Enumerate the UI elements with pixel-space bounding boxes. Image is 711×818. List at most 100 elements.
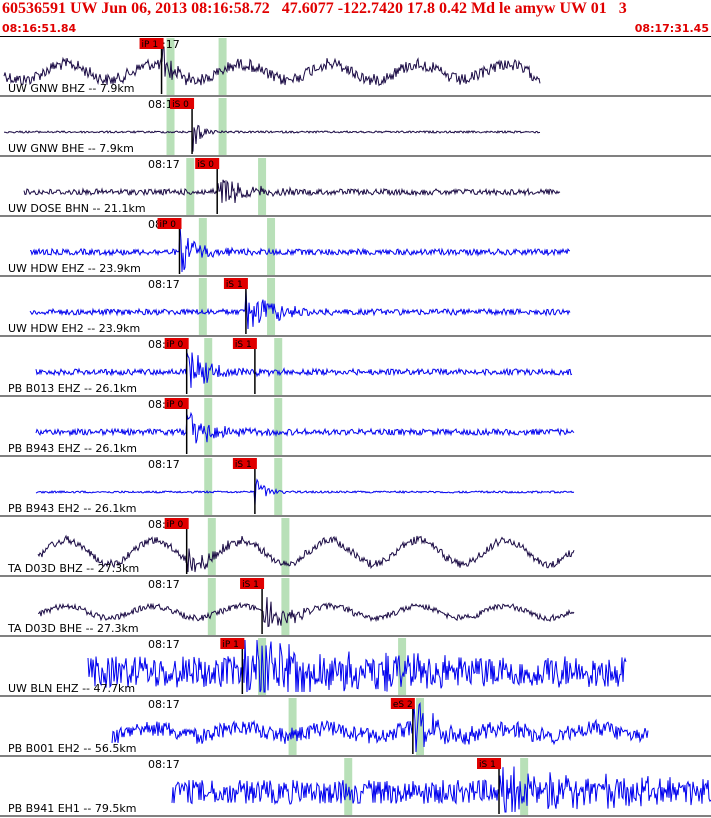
waveform: [23, 179, 561, 204]
station-label: PB B943 EH2 -- 26.1km: [8, 502, 136, 515]
travel-time-window: [274, 458, 283, 515]
travel-time-window: [416, 698, 425, 755]
trace-panel: 08:17 iS 0 UW DOSE BHN -- 21.1km: [0, 158, 711, 217]
trace-panel: 08:17 iS 1 PB B943 EH2 -- 26.1km: [0, 458, 711, 517]
pick-flag: [139, 38, 164, 49]
end-time: 08:17:31.45: [634, 22, 709, 35]
travel-time-window: [274, 398, 283, 455]
trace-panel: 08:17 iS 1 TA D03D BHE -- 27.3km: [0, 578, 711, 637]
pick-label: iS 1: [235, 340, 252, 350]
event-title: 60536591 UW Jun 06, 2013 08:16:58.72 47.…: [2, 0, 627, 17]
trace-panel: 08:17 iS 1 PB B941 EH1 -- 79.5km: [0, 758, 711, 817]
seismogram-plot: 08:17 iP 1 UW GNW BHZ -- 7.9km 08:17 iS 0 UW …: [0, 38, 711, 817]
station-label: PB B001 EH2 -- 56.5km: [8, 742, 136, 755]
pick-flag: [223, 278, 248, 289]
travel-time-window: [258, 158, 267, 215]
time-tick-label: 08:17: [148, 638, 180, 651]
station-label: UW DOSE BHN -- 21.1km: [8, 202, 146, 215]
travel-time-window: [186, 158, 195, 215]
station-label: PB B941 EH1 -- 79.5km: [8, 802, 136, 815]
time-tick-label: 08:17: [148, 578, 180, 591]
travel-time-window: [288, 698, 297, 755]
station-label: TA D03D BHZ -- 27.3km: [7, 562, 139, 575]
pick-label: iS 0: [172, 100, 189, 110]
station-label: UW GNW BHE -- 7.9km: [8, 142, 134, 155]
pick-flag: [232, 458, 257, 469]
waveform: [37, 597, 575, 628]
pick-label: iP 0: [167, 400, 184, 410]
waveform: [111, 702, 649, 753]
travel-time-window: [218, 98, 227, 155]
station-label: UW HDW EH2 -- 23.9km: [8, 322, 140, 335]
waveform: [35, 478, 575, 506]
pick-label: iS 1: [242, 580, 259, 590]
travel-time-window: [204, 338, 213, 395]
pick-flag: [164, 518, 189, 529]
travel-time-window: [207, 518, 216, 575]
waveform: [37, 534, 575, 573]
waveform: [3, 44, 541, 87]
waveform: [171, 766, 711, 813]
travel-time-window: [281, 518, 290, 575]
time-tick-label: 08:17: [148, 278, 180, 291]
travel-time-window: [267, 218, 276, 275]
station-label: PB B943 EHZ -- 26.1km: [8, 442, 137, 455]
travel-time-window: [281, 578, 290, 635]
pick-label: iP 1: [142, 40, 159, 50]
travel-time-window: [258, 638, 267, 695]
travel-time-window: [344, 758, 353, 815]
travel-time-window: [218, 38, 227, 95]
pick-flag: [164, 338, 189, 349]
travel-time-window: [274, 338, 283, 395]
header-divider: [0, 36, 711, 37]
travel-time-window: [204, 458, 213, 515]
pick-label: iS 1: [235, 460, 252, 470]
pick-label: iP 0: [167, 520, 184, 530]
pick-label: iP 0: [167, 340, 184, 350]
travel-time-window: [398, 638, 407, 695]
pick-flag: [170, 98, 195, 109]
travel-time-window: [198, 278, 207, 335]
pick-flag: [232, 338, 257, 349]
pick-label: iS 1: [226, 280, 243, 290]
travel-time-window: [207, 578, 216, 635]
pick-flag: [220, 638, 245, 649]
pick-flag: [477, 758, 502, 769]
pick-flag: [390, 698, 415, 709]
trace-panel: 08:17 eS 2 PB B001 EH2 -- 56.5km: [0, 698, 711, 757]
pick-label: iS 1: [479, 760, 496, 770]
station-label: UW GNW BHZ -- 7.9km: [8, 82, 134, 95]
station-label: UW BLN EHZ -- 47.7km: [8, 682, 135, 695]
travel-time-window: [520, 758, 529, 815]
time-tick-label: 08:17: [148, 758, 180, 771]
time-tick-label: 08:17: [148, 698, 180, 711]
waveform: [87, 639, 627, 693]
waveform: [29, 290, 571, 330]
pick-label: iS 0: [197, 160, 214, 170]
waveform: [3, 124, 541, 152]
trace-panel: 08:17 iP 1 UW BLN EHZ -- 47.7km: [0, 638, 711, 697]
travel-time-window: [166, 98, 175, 155]
pick-flag: [164, 398, 189, 409]
pick-label: iP 1: [222, 640, 239, 650]
waveform: [29, 225, 571, 273]
pick-label: eS 2: [393, 700, 413, 710]
waveform: [35, 352, 573, 388]
time-tick-label: 08:17: [148, 458, 180, 471]
travel-time-window: [198, 218, 207, 275]
waveform: [35, 411, 575, 444]
trace-panel: 08:17 iS 1 UW HDW EH2 -- 23.9km: [0, 278, 711, 337]
station-label: TA D03D BHE -- 27.3km: [7, 622, 139, 635]
start-time: 08:16:51.84: [2, 22, 77, 35]
pick-label: iP 0: [160, 220, 177, 230]
pick-flag: [195, 158, 220, 169]
pick-flag: [240, 578, 265, 589]
station-label: UW HDW EHZ -- 23.9km: [8, 262, 141, 275]
pick-flag: [157, 218, 182, 229]
